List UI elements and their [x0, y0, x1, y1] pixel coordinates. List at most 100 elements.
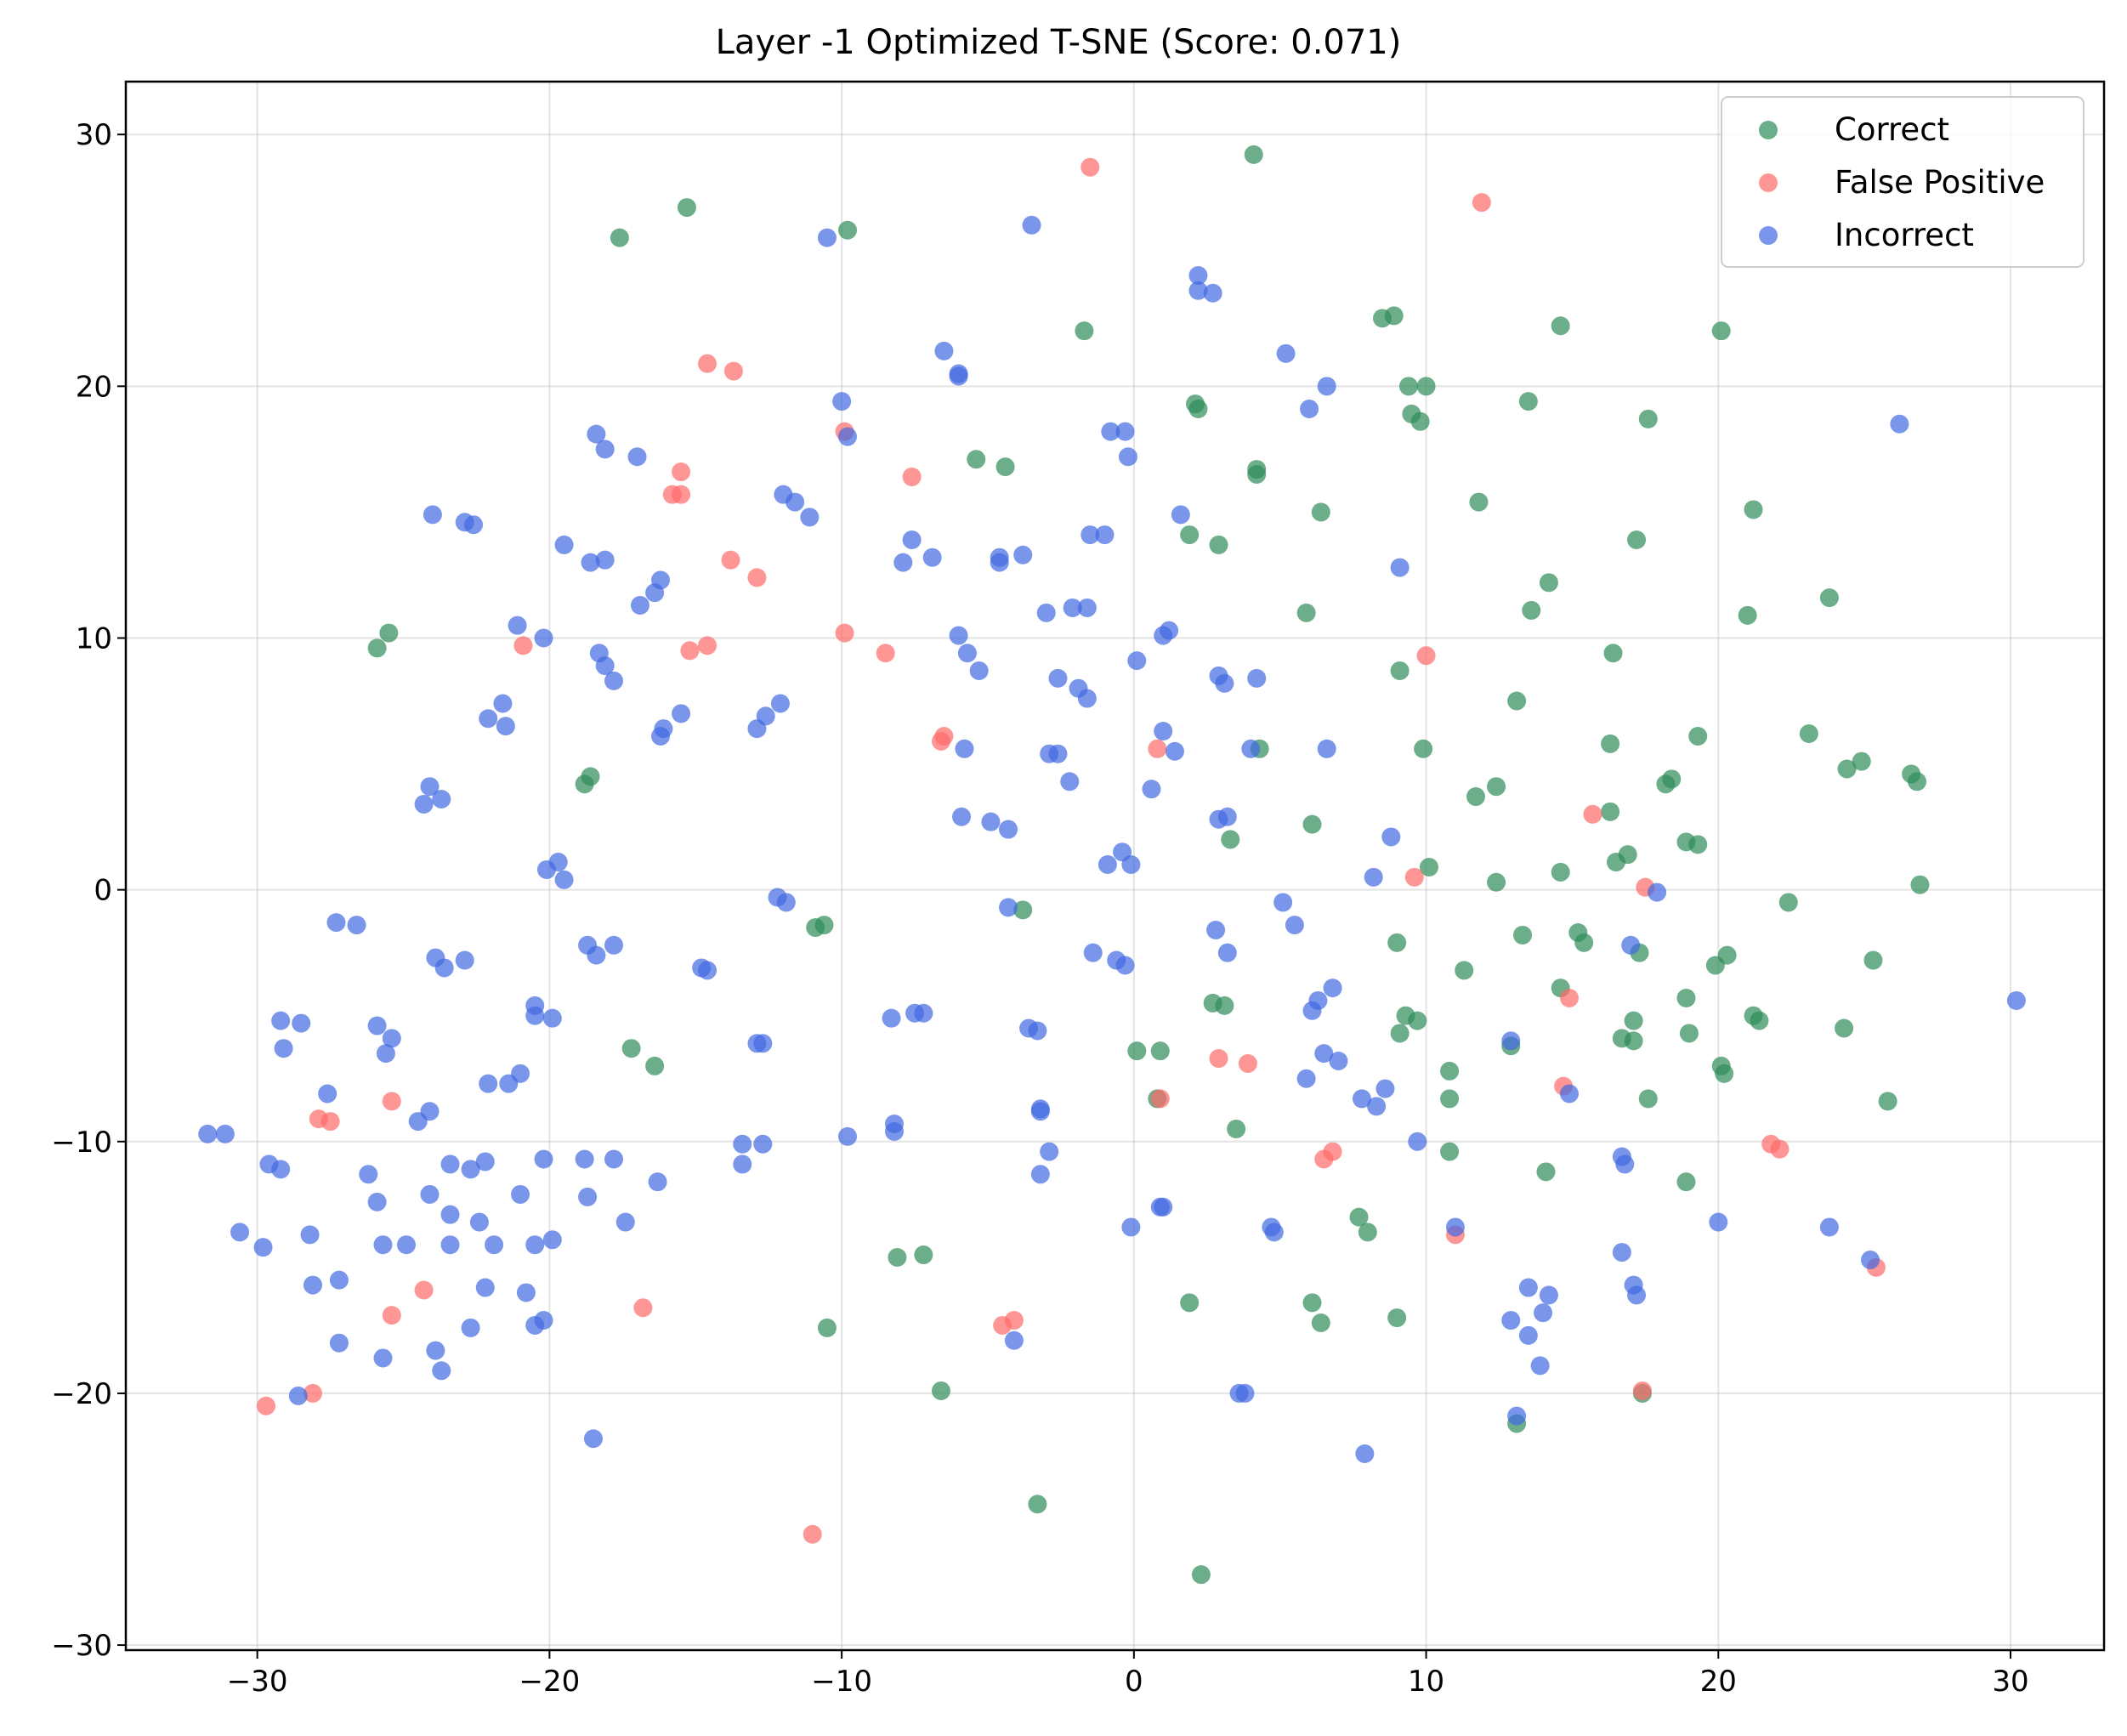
point-correct [1601, 802, 1620, 821]
point-incorrect [1028, 1021, 1047, 1041]
point-incorrect [747, 719, 767, 739]
point-false-positive [1416, 646, 1436, 666]
point-incorrect [1300, 399, 1319, 418]
point-incorrect [1501, 1311, 1521, 1330]
point-incorrect [1518, 1278, 1538, 1297]
point-incorrect [440, 1235, 460, 1255]
point-incorrect [271, 1011, 291, 1030]
point-false-positive [1238, 1053, 1257, 1073]
point-correct [1638, 409, 1658, 428]
point-incorrect [479, 1074, 498, 1093]
plot-frame [124, 80, 2106, 1652]
point-false-positive [1150, 1089, 1170, 1109]
point-false-positive [382, 1092, 401, 1111]
point-correct [1188, 399, 1208, 418]
point-incorrect [1060, 772, 1080, 791]
x-tick-label: −10 [811, 1665, 872, 1699]
point-incorrect [1030, 1165, 1050, 1184]
point-incorrect [396, 1235, 416, 1255]
point-incorrect [1101, 422, 1120, 441]
point-incorrect [1188, 266, 1208, 286]
point-incorrect [786, 492, 805, 512]
point-false-positive [803, 1524, 822, 1544]
point-incorrect [698, 961, 718, 980]
point-false-positive [633, 1298, 653, 1318]
point-incorrect [934, 341, 954, 360]
scatter-points [198, 145, 2026, 1585]
point-incorrect [949, 626, 968, 645]
point-incorrect [1098, 855, 1117, 875]
y-tick-label: −10 [51, 1126, 112, 1160]
point-incorrect [990, 553, 1009, 572]
point-false-positive [1209, 1049, 1228, 1069]
legend-marker-correct [1759, 121, 1778, 139]
point-incorrect [969, 661, 989, 680]
point-correct [814, 916, 834, 935]
point-correct [1455, 961, 1474, 980]
point-incorrect [542, 1230, 562, 1250]
point-incorrect [645, 583, 665, 603]
point-false-positive [303, 1383, 322, 1403]
point-incorrect [1077, 598, 1097, 617]
point-incorrect [303, 1275, 322, 1295]
point-incorrect [587, 945, 606, 965]
point-correct [1387, 1308, 1407, 1328]
point-correct [1627, 530, 1647, 549]
point-false-positive [256, 1396, 275, 1415]
point-correct [1221, 830, 1240, 849]
point-incorrect [776, 893, 796, 912]
point-incorrect [329, 1270, 349, 1290]
point-incorrect [672, 704, 691, 723]
y-tick-label: 0 [94, 874, 112, 908]
point-incorrect [469, 1212, 489, 1232]
point-correct [1507, 691, 1527, 711]
point-correct [1384, 306, 1404, 326]
point-correct [1551, 316, 1570, 336]
point-incorrect [1154, 1197, 1173, 1217]
point-correct [1028, 1495, 1047, 1514]
point-correct [1688, 835, 1708, 854]
point-correct [1311, 502, 1330, 522]
point-incorrect [949, 366, 968, 386]
point-correct [621, 1039, 641, 1058]
y-tick-label: −30 [51, 1629, 112, 1663]
point-false-positive [1472, 193, 1491, 213]
point-false-positive [513, 636, 533, 655]
point-correct [1518, 392, 1538, 411]
legend-label-false-positive: False Positive [1835, 164, 2045, 201]
point-correct [1398, 377, 1418, 396]
point-correct [914, 1245, 933, 1265]
point-incorrect [359, 1165, 378, 1184]
point-incorrect [837, 1126, 857, 1146]
point-correct [1408, 1011, 1427, 1030]
point-incorrect [1612, 1243, 1631, 1262]
point-correct [1551, 862, 1570, 882]
point-correct [1624, 1011, 1643, 1030]
point-incorrect [1203, 283, 1222, 303]
point-incorrect [1296, 1069, 1316, 1088]
point-incorrect [733, 1154, 752, 1174]
point-correct [1227, 1119, 1246, 1138]
point-incorrect [1317, 739, 1336, 758]
point-incorrect [1559, 1084, 1579, 1103]
point-incorrect [292, 1013, 311, 1033]
point-incorrect [508, 616, 527, 635]
x-tick-label: 10 [1408, 1665, 1444, 1699]
point-correct [1715, 1064, 1734, 1083]
point-incorrect [1095, 525, 1115, 545]
point-correct [1744, 500, 1763, 519]
point-correct [645, 1056, 665, 1075]
point-incorrect [817, 228, 837, 247]
point-false-positive [902, 467, 922, 486]
point-incorrect [1118, 447, 1137, 467]
point-correct [1420, 857, 1439, 877]
point-correct [1908, 772, 1927, 791]
point-incorrect [893, 553, 913, 572]
point-correct [1624, 1031, 1643, 1051]
point-incorrect [426, 1341, 445, 1360]
point-incorrect [1408, 1132, 1427, 1151]
point-incorrect [1030, 1102, 1050, 1121]
axis-ticks: −30 −20 −10 0 10 20 30 −30 −20 −10 0 10 20 30 [51, 118, 2028, 1699]
point-correct [677, 198, 696, 218]
